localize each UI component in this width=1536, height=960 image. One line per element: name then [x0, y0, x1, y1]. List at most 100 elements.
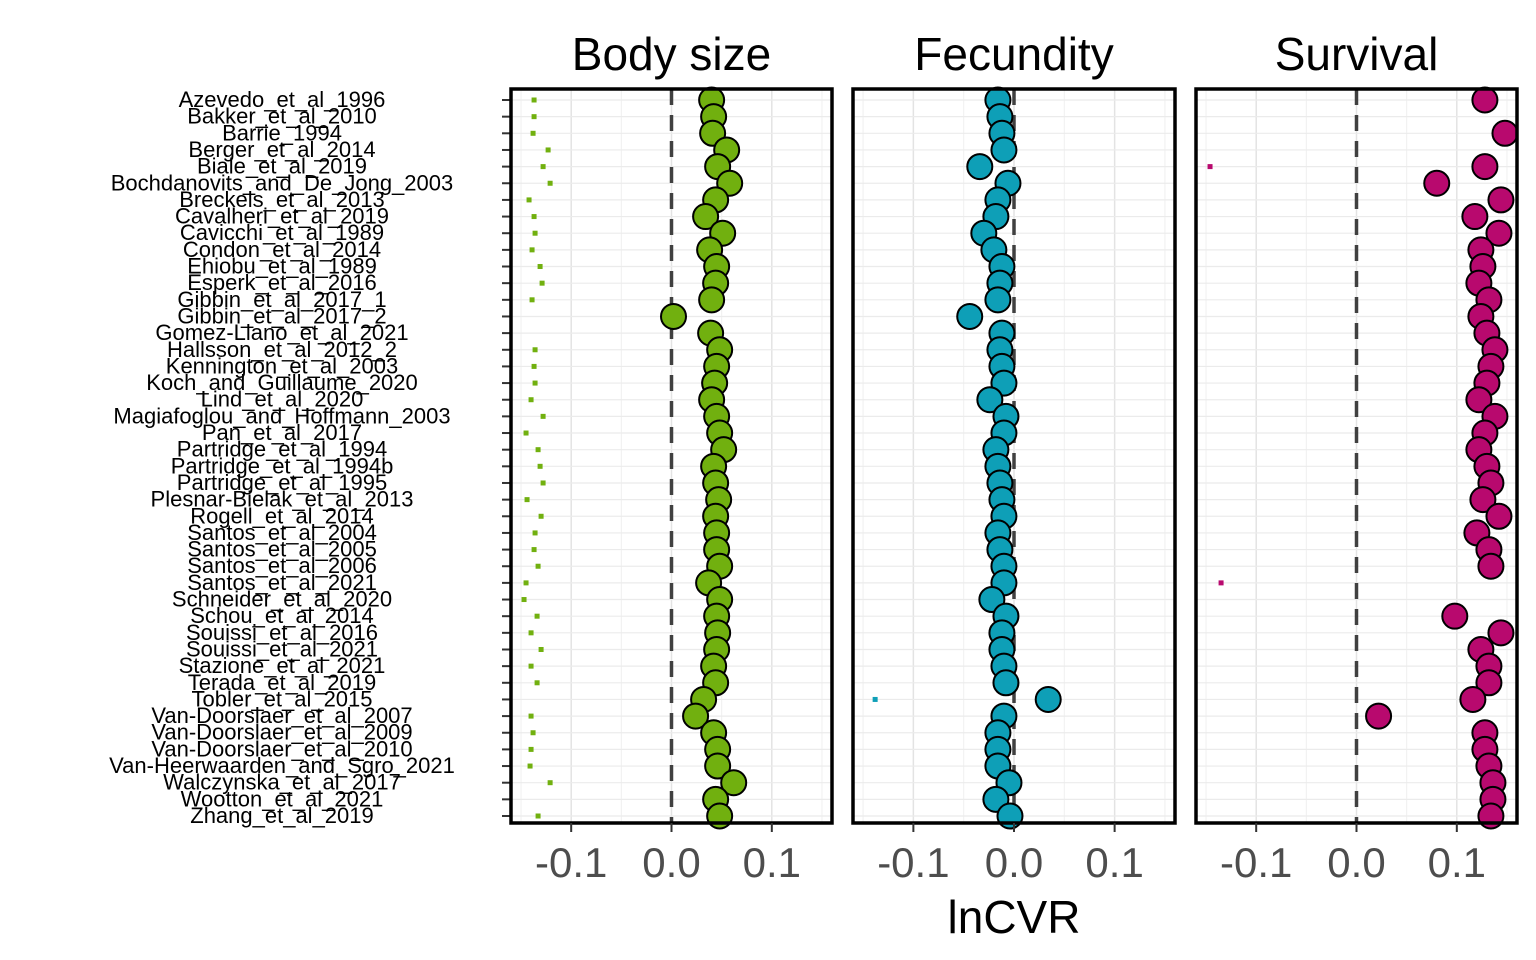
study-label: Cavicchi_et_al_1989 — [180, 220, 384, 245]
x-tick-label: 0.0 — [1327, 839, 1385, 886]
small-point — [537, 264, 543, 270]
x-tick-label: -0.1 — [1220, 839, 1292, 886]
data-point — [704, 752, 732, 780]
data-point — [698, 286, 726, 314]
facet-title: Body size — [572, 28, 771, 80]
study-label: Partridge_et_al_1994 — [177, 437, 387, 462]
study-label: Azevedo_et_al_1996 — [179, 87, 386, 112]
study-label: Rogell_et_al_2014 — [190, 503, 374, 528]
data-point — [1465, 386, 1493, 414]
study-label: Hallsson_et_al_2012_2 — [167, 337, 397, 362]
study-label: Gibbin_et_al_2017_2 — [177, 303, 386, 328]
small-point — [537, 463, 543, 469]
small-point — [539, 280, 545, 286]
data-point — [682, 702, 710, 730]
data-point — [1365, 702, 1393, 730]
data-point — [1441, 602, 1469, 630]
study-label: Esperk_et_al_2016 — [187, 270, 377, 295]
data-point — [1471, 153, 1499, 181]
small-point — [531, 97, 537, 103]
study-label: Van-Doorslaer_et_al_2007 — [151, 703, 412, 728]
small-point — [540, 413, 546, 419]
study-label: Koch_and_Guillaume_2020 — [146, 370, 418, 395]
data-point — [1491, 119, 1519, 147]
data-point — [720, 769, 748, 797]
small-point — [532, 380, 538, 386]
small-point — [523, 580, 529, 586]
data-point — [984, 286, 1012, 314]
small-point — [530, 130, 536, 136]
study-label: Lind_et_al_2020 — [201, 387, 364, 412]
small-point — [1218, 580, 1224, 586]
x-axis-title: lnCVR — [948, 891, 1081, 943]
study-label: Plesnar-Bielak_et_al_2013 — [151, 487, 414, 512]
study-label: Van-Doorslaer_et_al_2010 — [151, 736, 412, 761]
data-point — [1459, 685, 1487, 713]
data-point — [990, 136, 1018, 164]
study-label: Wootton_et_al_2021 — [181, 786, 384, 811]
small-point — [540, 164, 546, 170]
small-point — [872, 696, 878, 702]
small-point — [531, 114, 537, 120]
data-point — [1487, 186, 1515, 214]
small-point — [528, 630, 534, 636]
x-tick-label: 0.1 — [1085, 839, 1143, 886]
data-point — [992, 669, 1020, 697]
small-point — [538, 646, 544, 652]
small-point — [527, 763, 533, 769]
small-point — [535, 563, 541, 569]
x-tick-label: -0.1 — [535, 839, 607, 886]
study-label: Zhang_et_al_2019 — [190, 803, 374, 828]
small-point — [523, 430, 529, 436]
data-point — [966, 153, 994, 181]
small-point — [532, 230, 538, 236]
study-label: Schou_et_al_2014 — [190, 603, 374, 628]
study-label: Kennington_et_al_2003 — [166, 353, 398, 378]
small-point — [534, 613, 540, 619]
x-tick-label: 0.0 — [985, 839, 1043, 886]
small-point — [531, 363, 537, 369]
small-point — [531, 214, 537, 220]
small-point — [534, 680, 540, 686]
small-point — [538, 513, 544, 519]
small-point — [530, 730, 536, 736]
small-point — [528, 713, 534, 719]
small-point — [529, 297, 535, 303]
study-labels: Azevedo_et_al_1996Bakker_et_al_2010Barri… — [109, 87, 455, 828]
study-label: Bochdanovits_and_De_Jong_2003 — [111, 170, 454, 195]
study-label: Bakker_et_al_2010 — [187, 104, 377, 129]
data-point — [1475, 669, 1503, 697]
small-point — [526, 197, 532, 203]
small-point — [528, 663, 534, 669]
small-point — [547, 780, 553, 786]
study-label: Partridge_et_al_1994b — [171, 453, 394, 478]
study-label: Tobler_et_al_2015 — [191, 686, 372, 711]
data-point — [660, 302, 688, 330]
study-label: Van-Heerwaarden_and_Sgro_2021 — [109, 753, 455, 778]
study-label: Cavalheri_et_al_2019 — [175, 204, 389, 229]
small-point — [528, 746, 534, 752]
data-point — [1477, 552, 1505, 580]
study-label: Magiafoglou_and_Hoffmann_2003 — [113, 403, 450, 428]
data-point — [1423, 169, 1451, 197]
data-point — [976, 386, 1004, 414]
x-tick-label: -0.1 — [877, 839, 949, 886]
facet-fecundity: Fecundity -0.1 0.0 0.1 — [851, 28, 1177, 886]
small-point — [1207, 164, 1213, 170]
study-label: Stazione_et_al_2021 — [179, 653, 386, 678]
study-label: Berger_et_al_2014 — [188, 137, 375, 162]
small-point — [535, 813, 541, 819]
data-point — [1471, 86, 1499, 114]
study-label: Gibbin_et_al_2017_1 — [177, 287, 386, 312]
data-point — [1034, 685, 1062, 713]
x-tick-label: 0.1 — [743, 839, 801, 886]
small-point — [532, 530, 538, 536]
small-point — [545, 147, 551, 153]
study-label: Santos_et_al_2004 — [187, 520, 377, 545]
small-point — [547, 180, 553, 186]
small-point — [521, 597, 527, 603]
small-point — [528, 397, 534, 403]
study-label: Schneider_et_al_2020 — [172, 587, 392, 612]
study-label: Souissi_et_al_2016 — [186, 620, 378, 645]
